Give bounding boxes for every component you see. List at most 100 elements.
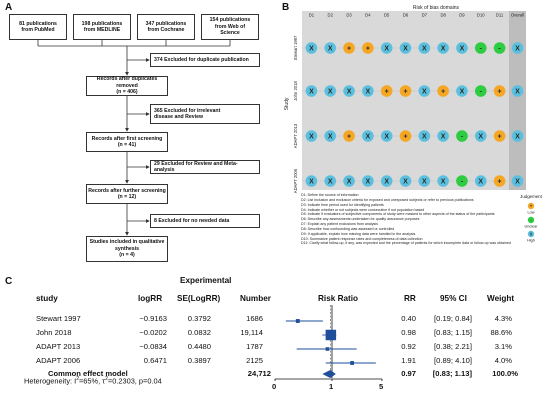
rob-judgement-symbol: X bbox=[422, 88, 427, 95]
logrr-value: −0.0834 bbox=[139, 342, 167, 351]
rob-note: D11: Clarify what follow-up, if any, was… bbox=[301, 241, 511, 246]
rob-grid-background bbox=[302, 18, 526, 190]
rob-judgement-symbol: + bbox=[366, 45, 370, 52]
rob-judgement-symbol: + bbox=[498, 88, 502, 95]
rob-judgement-circle bbox=[511, 175, 524, 187]
rob-judgement-symbol: X bbox=[309, 45, 314, 52]
rob-judgement-circle bbox=[305, 175, 318, 187]
rob-note: D4: Indicate whether or not subjects wer… bbox=[301, 207, 425, 212]
weight-value: 4.0% bbox=[494, 356, 512, 365]
rob-study-label: ADAPT 2006 bbox=[293, 168, 298, 193]
legend-unclear-label: Unclear bbox=[524, 225, 538, 229]
rob-overall-column bbox=[509, 11, 526, 190]
study-name: Stewart 1997 bbox=[36, 314, 81, 323]
rob-judgement-circle bbox=[362, 175, 374, 187]
rob-judgement-circle bbox=[399, 85, 412, 97]
rob-domain-label: D4 bbox=[365, 13, 371, 18]
rob-judgement-symbol: X bbox=[460, 45, 465, 52]
rob-judgement-symbol: - bbox=[498, 45, 501, 52]
summary-weight: 100.0% bbox=[492, 369, 518, 378]
rr-value: 0.92 bbox=[401, 342, 416, 351]
study-name: ADAPT 2006 bbox=[36, 356, 81, 365]
rob-judgement-symbol: X bbox=[328, 133, 333, 140]
logrr-value: −0.0202 bbox=[139, 328, 167, 337]
rob-judgement-circle bbox=[324, 42, 337, 54]
rob-judgement-circle bbox=[343, 175, 355, 187]
header-rr: RR bbox=[404, 294, 416, 303]
rob-domain-label: D7 bbox=[422, 13, 428, 18]
legend-low-symbol: + bbox=[530, 203, 533, 208]
se-value: 0.3792 bbox=[187, 314, 211, 323]
flow-arrows bbox=[37, 40, 231, 236]
panel-a-letter: A bbox=[5, 2, 13, 13]
rob-judgement-circle bbox=[456, 175, 468, 187]
rob-note: D10: Summarize patient response rates an… bbox=[301, 236, 423, 241]
rob-judgement-circle bbox=[474, 130, 487, 142]
rob-judgement-symbol: X bbox=[366, 88, 371, 95]
rob-judgement-symbol: + bbox=[385, 88, 389, 95]
number-value: 1787 bbox=[246, 342, 263, 351]
header-risk-ratio: Risk Ratio bbox=[318, 294, 359, 303]
number-value: 2125 bbox=[246, 356, 263, 365]
rob-study-label: John 2018 bbox=[293, 81, 298, 101]
rob-domain-label: D5 bbox=[384, 13, 390, 18]
summary-label: Common effect model bbox=[48, 369, 128, 378]
rob-judgement-circle bbox=[343, 130, 355, 142]
rob-judgement-circle bbox=[511, 85, 524, 97]
legend-title: Judgement bbox=[520, 194, 543, 199]
legend-high-swatch bbox=[527, 230, 535, 238]
rob-judgement-symbol: X bbox=[478, 133, 483, 140]
step-box-duplicates-removed: Records after duplicates removed (n = 406… bbox=[86, 76, 168, 96]
summary-ci: [0.83; 1.13] bbox=[432, 369, 472, 378]
rob-judgement-symbol: - bbox=[480, 88, 483, 95]
rob-title: Risk of bias domains bbox=[413, 5, 460, 11]
forest-plot-chart bbox=[274, 305, 383, 381]
legend-low-swatch bbox=[527, 202, 535, 210]
rob-judgement-symbol: + bbox=[498, 178, 502, 185]
rob-judgement-circle bbox=[493, 175, 506, 187]
rob-domain-label: D1 bbox=[309, 13, 315, 18]
ci-value: [0.83; 1.15] bbox=[434, 328, 472, 337]
rob-judgement-circle bbox=[437, 85, 449, 97]
rob-judgement-symbol: X bbox=[441, 45, 446, 52]
rob-judgement-symbol: X bbox=[403, 178, 408, 185]
rob-note: D6: Describe any assessments undertaken … bbox=[301, 217, 420, 222]
study-name: ADAPT 2013 bbox=[36, 342, 81, 351]
rob-judgement-symbol: + bbox=[441, 88, 445, 95]
rob-judgement-symbol: X bbox=[515, 178, 520, 185]
rob-judgement-symbol: X bbox=[515, 133, 520, 140]
legend-unclear-swatch bbox=[527, 216, 535, 224]
rob-domain-label: D6 bbox=[403, 13, 409, 18]
rob-note: D1: Define the source of information bbox=[301, 193, 359, 197]
se-value: 0.4480 bbox=[187, 342, 211, 351]
rob-judgement-symbol: X bbox=[441, 133, 446, 140]
rob-judgement-circle bbox=[380, 175, 393, 187]
rob-y-label: Study bbox=[284, 97, 290, 110]
rr-value: 1.91 bbox=[401, 356, 416, 365]
x-tick-label: 1 bbox=[329, 382, 334, 391]
rob-judgement-circle bbox=[362, 85, 374, 97]
rob-judgement-symbol: X bbox=[366, 133, 371, 140]
rob-judgement-circle bbox=[437, 175, 449, 187]
rob-header-background bbox=[302, 11, 526, 18]
rob-judgement-legend: Judgement + Low - Unclear X High bbox=[520, 194, 543, 243]
rob-domain-label: D3 bbox=[346, 13, 352, 18]
rob-judgement-circle bbox=[511, 42, 524, 54]
se-value: 0.3897 bbox=[187, 356, 211, 365]
rob-judgement-circle bbox=[456, 85, 468, 97]
rob-domain-notes: D1: Define the source of information D2:… bbox=[301, 193, 511, 246]
rob-judgement-circle bbox=[493, 42, 506, 54]
legend-high-symbol: X bbox=[530, 231, 533, 236]
rob-judgement-symbol: X bbox=[384, 45, 389, 52]
rob-judgement-circle bbox=[399, 175, 412, 187]
rob-judgement-symbol: X bbox=[515, 88, 520, 95]
rob-judgement-symbol: + bbox=[347, 133, 351, 140]
legend-low-label: Low bbox=[528, 211, 535, 215]
rob-judgement-symbol: X bbox=[309, 178, 314, 185]
rob-judgement-circle bbox=[343, 85, 355, 97]
rr-value: 0.98 bbox=[401, 328, 416, 337]
rob-judgement-circle bbox=[474, 42, 487, 54]
header-weight: Weight bbox=[487, 294, 515, 303]
rob-judgement-symbol: + bbox=[498, 133, 502, 140]
step-box-first-screening: Records after first screening (n = 41) bbox=[86, 132, 168, 152]
